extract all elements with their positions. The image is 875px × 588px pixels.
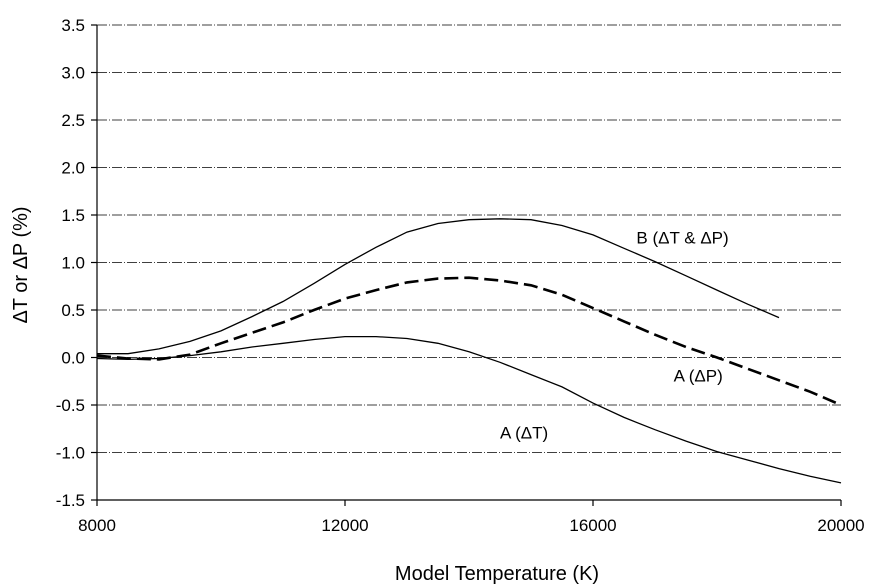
series-line-a-t	[96, 335, 842, 484]
y-tick-label: -1.5	[56, 491, 85, 510]
y-tick-label: 2.0	[61, 159, 85, 178]
gridlines	[97, 24, 841, 501]
y-tick-label: 0.5	[61, 301, 85, 320]
y-tick-label: -0.5	[56, 396, 85, 415]
series-line-a-p	[96, 276, 842, 407]
y-tick-label: 1.5	[61, 206, 85, 225]
series-line-b-t-p	[97, 218, 780, 355]
x-tick-labels: 8000 12000 16000 20000	[78, 500, 865, 535]
x-tick-label: 12000	[321, 516, 368, 535]
y-tick-label: 1.0	[61, 254, 85, 273]
y-tick-label: 3.5	[61, 16, 85, 35]
x-axis-title: Model Temperature (K)	[395, 563, 599, 585]
x-tick-label: 16000	[569, 516, 616, 535]
y-tick-label: 2.5	[61, 111, 85, 130]
series-labels: B (ΔT & ΔP) A (ΔP) A (ΔT)	[500, 229, 729, 443]
series-label-a-p: A (ΔP)	[674, 366, 723, 385]
x-tick-label: 8000	[78, 516, 116, 535]
y-axis-title: ΔT or ΔP (%)	[10, 206, 32, 323]
y-tick-label: 3.0	[61, 64, 85, 83]
y-tick-label: 0.0	[61, 349, 85, 368]
series-lines	[96, 218, 842, 484]
series-label-a-t: A (ΔT)	[500, 423, 548, 442]
series-label-b-t-p: B (ΔT & ΔP)	[636, 229, 728, 248]
y-tick-labels: -1.5 -1.0 -0.5 0.0 0.5 1.0 1.5 2.0 2.5 3.0 3.5	[56, 16, 97, 510]
x-tick-label: 20000	[817, 516, 864, 535]
y-tick-label: -1.0	[56, 444, 85, 463]
